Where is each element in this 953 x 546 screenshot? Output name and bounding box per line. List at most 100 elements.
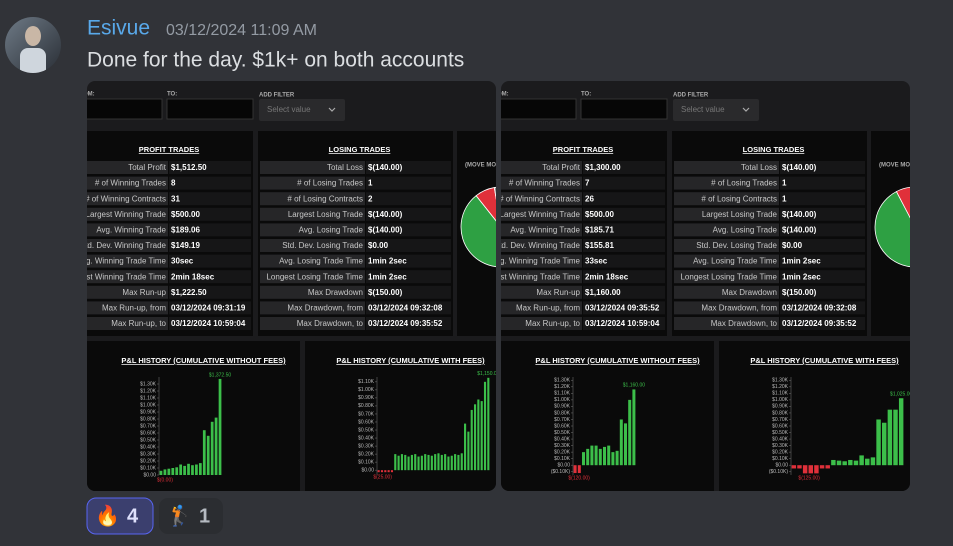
row-label-bg	[87, 176, 168, 190]
row-value: $(140.00)	[782, 163, 817, 172]
bar	[191, 465, 194, 475]
row-value: 31	[171, 194, 180, 203]
bar	[394, 454, 397, 471]
row-value: $189.06	[171, 226, 200, 235]
row-value-bg	[366, 254, 451, 268]
row-label: Max Drawdown, to	[297, 319, 364, 328]
y-tick-label: ($0.10K)	[769, 469, 789, 475]
filter-input	[166, 98, 254, 120]
row-label: Avg. Losing Trade	[713, 226, 778, 235]
bar	[628, 399, 632, 466]
row-label-bg	[260, 239, 365, 252]
author[interactable]: Esivue	[87, 17, 150, 40]
row-value: 1	[368, 179, 373, 188]
reaction[interactable]: 🏌️ 1	[159, 498, 223, 534]
bar	[470, 409, 473, 471]
row-value: 1	[782, 179, 787, 188]
row-label-bg	[87, 254, 168, 268]
y-tick-label: $1.20K	[140, 388, 157, 394]
row-label: Avg. Winning Trade	[96, 226, 166, 235]
row-value: $149.19	[171, 241, 200, 250]
bar	[198, 463, 202, 475]
filter-input	[501, 98, 577, 120]
panel-title: PROFIT TRADES	[553, 145, 613, 154]
row-label: Max Run-up, from	[516, 304, 580, 313]
y-tick-label: $0.10K	[772, 456, 789, 462]
row-value: 1min 2sec	[368, 257, 407, 266]
pie-slice	[493, 186, 496, 228]
peak-label: $1,150.00	[477, 371, 499, 377]
row-label-bg	[260, 270, 365, 284]
row-value: $500.00	[171, 210, 200, 219]
row-label-bg	[501, 254, 582, 268]
bar	[387, 470, 390, 473]
bar	[183, 465, 186, 475]
filter-select-text: Select value	[681, 105, 725, 114]
bar	[853, 460, 859, 466]
attachment-image[interactable]: FROM: TO: ADD FILTER Select value PROFIT TRA…	[478, 81, 953, 491]
row-label: Avg. Losing Trade Time	[693, 257, 777, 266]
bar	[615, 450, 619, 466]
bar	[410, 454, 413, 471]
bar	[632, 389, 636, 466]
row-value-bg	[169, 285, 251, 299]
row-label: Largest Losing Trade	[702, 210, 778, 219]
row-label: Largest Winning Trade	[500, 210, 581, 219]
y-tick-label: $0.70K	[554, 417, 571, 423]
row-value-bg	[583, 223, 665, 237]
row-label-bg	[260, 176, 365, 190]
reaction-bg	[86, 497, 154, 535]
bar	[430, 455, 433, 471]
avatar[interactable]	[5, 17, 61, 78]
row-label-bg	[501, 301, 582, 315]
row-value-bg	[366, 161, 451, 174]
bar	[377, 470, 380, 473]
bar	[607, 445, 611, 466]
bar	[414, 454, 417, 471]
bar	[825, 465, 830, 469]
row-value-bg	[169, 176, 251, 190]
y-tick-label: $0.50K	[554, 430, 571, 436]
row-value-bg	[780, 223, 865, 237]
row-label: Avg. Losing Trade	[299, 226, 364, 235]
row-value-bg	[169, 254, 251, 268]
row-label: Max Run-up	[122, 288, 166, 297]
y-tick-label: $0.70K	[772, 417, 789, 423]
row-value-bg	[780, 176, 865, 190]
min-label: $(0.00)	[157, 477, 173, 483]
pie-slice	[915, 187, 946, 227]
reaction-bg	[159, 498, 223, 534]
chart-title: P&L HISTORY (CUMULATIVE WITH FEES)	[750, 356, 899, 365]
bar	[404, 454, 407, 471]
y-tick-label: $0.90K	[554, 404, 571, 410]
row-label: Std. Dev. Losing Trade	[696, 241, 777, 250]
y-tick-label: $1.10K	[358, 379, 375, 385]
reaction-emoji: 🏌️	[167, 503, 192, 527]
y-tick-label: $0.40K	[358, 435, 375, 441]
filter-input	[580, 98, 668, 120]
y-tick-label: $0.40K	[140, 444, 157, 450]
bar	[460, 453, 463, 471]
reaction[interactable]: 🔥 4	[86, 497, 154, 535]
bar	[397, 455, 400, 471]
row-value: 03/12/2024 09:35:52	[585, 304, 660, 313]
row-value-bg	[780, 161, 865, 174]
y-tick-label: $0.90K	[772, 404, 789, 410]
row-label-bg	[501, 161, 582, 174]
row-label: Max Run-up, from	[102, 304, 166, 313]
row-label: Max Drawdown, from	[701, 304, 777, 313]
row-label-bg	[87, 223, 168, 237]
bar	[859, 455, 864, 466]
bar	[611, 452, 615, 466]
y-tick-label: $0.00	[361, 468, 374, 474]
row-label: # of Losing Trades	[297, 179, 363, 188]
panel-title: LOSING TRADES	[329, 145, 391, 154]
row-label-bg	[674, 239, 779, 252]
bar	[400, 454, 403, 471]
row-value: $(140.00)	[782, 226, 817, 235]
y-tick-label: $0.80K	[140, 416, 157, 422]
attachment-image[interactable]: FROM: TO: ADD FILTER Select value PROFIT TRA…	[64, 81, 541, 491]
row-value-bg	[583, 254, 665, 268]
bar	[819, 465, 825, 469]
y-tick-label: $0.30K	[772, 443, 789, 449]
